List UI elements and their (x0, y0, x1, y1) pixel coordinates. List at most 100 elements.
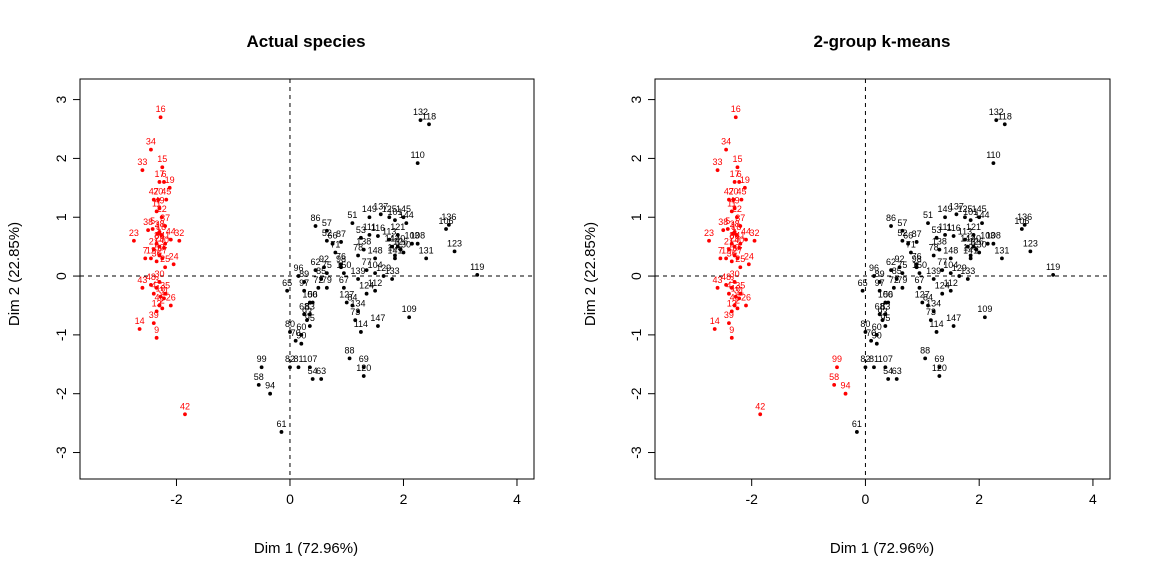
point-label: 6 (737, 169, 742, 179)
data-point (897, 265, 902, 270)
data-point (965, 277, 970, 281)
point-label: 141 (387, 245, 402, 255)
data-point (364, 268, 369, 273)
point-label: 23 (129, 228, 139, 238)
data-point (957, 274, 962, 278)
point-label: 75 (322, 260, 332, 270)
point-label: 9 (154, 325, 159, 335)
data-point (900, 228, 905, 233)
point-label: 42 (755, 401, 765, 411)
point-label: 136 (1017, 212, 1032, 222)
data-point (164, 197, 169, 202)
data-point (415, 241, 420, 246)
data-point (877, 288, 882, 293)
point-label: 39 (724, 310, 734, 320)
point-label: 133 (960, 266, 975, 276)
chart-title: 2-group k-means (814, 32, 951, 51)
data-point (731, 197, 736, 202)
point-label: 89 (299, 269, 309, 279)
point-label: 99 (832, 354, 842, 364)
data-point (1002, 122, 1007, 127)
data-point (934, 235, 939, 240)
data-point (977, 215, 982, 220)
point-label: 43 (713, 275, 723, 285)
data-point (900, 238, 905, 243)
data-point (339, 240, 343, 244)
point-label: 54 (883, 366, 893, 376)
point-label: 121 (390, 222, 405, 232)
data-point (151, 247, 156, 252)
data-point (940, 268, 945, 273)
data-point (732, 206, 737, 211)
point-label: 86 (886, 213, 896, 223)
point-label: 82 (860, 354, 870, 364)
data-point (727, 291, 731, 296)
point-label: 114 (929, 319, 943, 329)
data-point (373, 256, 377, 261)
data-point (712, 327, 717, 331)
point-label: 27 (732, 245, 742, 255)
data-point (160, 256, 165, 261)
point-label: 6 (161, 169, 166, 179)
data-point (293, 338, 298, 343)
data-point (874, 341, 879, 346)
data-point (733, 294, 738, 299)
data-point (324, 285, 329, 290)
data-point (418, 118, 423, 123)
y-tick-label: -1 (628, 328, 644, 341)
data-point (151, 197, 156, 202)
data-point (158, 294, 163, 299)
point-label: 125 (957, 204, 972, 214)
point-label: 62 (311, 257, 321, 267)
point-label: 41 (160, 231, 170, 241)
data-point (934, 330, 939, 334)
point-label: 72 (889, 275, 899, 285)
data-point (926, 303, 930, 308)
point-label: 15 (157, 154, 167, 164)
data-point (183, 412, 187, 417)
data-point (364, 291, 369, 296)
point-label: 105 (963, 242, 978, 252)
data-point (296, 274, 301, 278)
point-label: 123 (447, 238, 462, 248)
data-point (883, 324, 888, 328)
data-point (715, 285, 720, 290)
data-point (752, 238, 757, 243)
point-label: 137 (373, 201, 388, 211)
data-point (387, 215, 392, 220)
point-label: 10 (156, 284, 166, 294)
point-label: 77 (937, 257, 947, 267)
y-tick-label: -3 (53, 446, 69, 459)
data-point (156, 197, 161, 202)
point-label: 57 (322, 218, 332, 228)
point-label: 78 (929, 242, 939, 252)
point-label: 113 (382, 227, 396, 237)
point-label: 130 (972, 240, 987, 250)
data-point (350, 303, 355, 308)
point-label: 81 (293, 354, 303, 364)
point-label: 108 (986, 231, 1001, 241)
data-point (390, 277, 395, 281)
data-point (341, 285, 346, 290)
point-label: 43 (137, 275, 147, 285)
point-label: 31 (159, 285, 169, 295)
point-label: 131 (994, 245, 1009, 255)
data-point (361, 247, 366, 252)
data-point (732, 303, 737, 308)
point-label: 90 (872, 331, 882, 341)
data-point (923, 356, 928, 361)
point-label: 132 (989, 107, 1004, 117)
point-label: 76 (336, 251, 346, 261)
point-label: 82 (285, 354, 295, 364)
point-label: 136 (441, 212, 456, 222)
data-point (872, 365, 876, 370)
data-point (1051, 272, 1056, 277)
data-point (715, 168, 720, 173)
data-point (891, 285, 896, 290)
data-point (940, 291, 945, 296)
data-point (373, 288, 377, 293)
data-point (319, 377, 324, 381)
data-point (982, 315, 987, 320)
point-label: 63 (892, 366, 902, 376)
data-point (931, 309, 936, 314)
